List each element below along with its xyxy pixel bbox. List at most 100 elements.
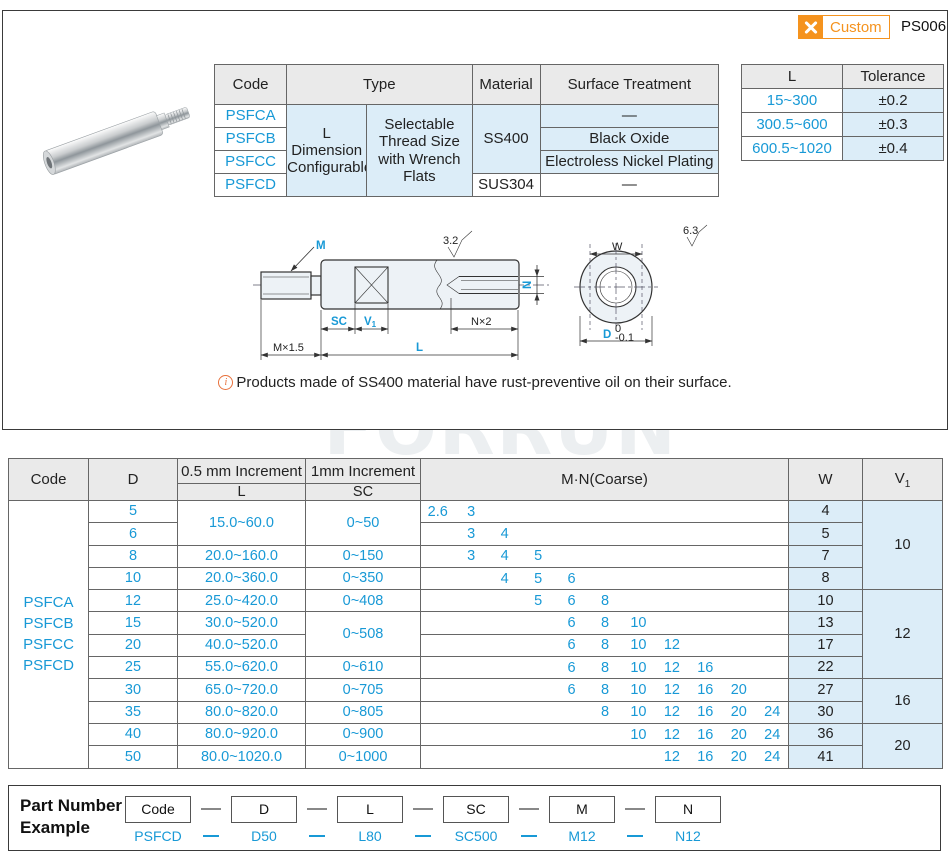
mt-header-mn: M·N(Coarse)	[420, 458, 789, 501]
mt-d: 12	[88, 589, 178, 613]
mt-sc: 0~900	[305, 722, 421, 747]
mt-l: 55.0~620.0	[177, 656, 306, 680]
mn-value: 6	[567, 681, 576, 698]
mn-value: 20	[730, 726, 747, 743]
mt-mn: 6 8 10 12 16 20	[420, 678, 789, 702]
pn-example-n: N12	[675, 828, 701, 844]
tol-range: 15~300	[741, 88, 843, 113]
mt-w: 22	[788, 656, 863, 680]
table-row: 50 80.0~1020.0 0~1000 12 16 20 24 41	[9, 745, 943, 769]
dim-label-l: L	[416, 342, 423, 354]
mt-sc: 0~350	[305, 566, 421, 591]
mt-w: 27	[788, 678, 863, 702]
pn-example-d: D50	[251, 828, 277, 844]
mt-header-w: W	[788, 458, 863, 501]
pn-example-code: PSFCD	[134, 828, 182, 844]
mt-l: 80.0~820.0	[177, 700, 306, 724]
mt-d: 40	[88, 722, 178, 747]
mt-d: 10	[88, 566, 178, 591]
mt-sc: 0~805	[305, 700, 421, 724]
mt-header-d: D	[88, 458, 178, 501]
mn-value: 20	[730, 681, 747, 698]
material-note: i Products made of SS400 material have r…	[3, 374, 947, 391]
mn-value: 24	[764, 726, 781, 743]
mn-value: 6	[567, 614, 576, 631]
spec-header-material: Material	[471, 64, 541, 105]
pn-field-d: D	[231, 795, 297, 823]
dim-label-m15: M×1.5	[273, 342, 304, 354]
mn-value: 3	[467, 503, 476, 520]
mn-value: 6	[567, 659, 576, 676]
mt-sc: 0~1000	[305, 745, 421, 769]
mt-mn: 12 16 20 24	[420, 745, 789, 769]
mt-mn: 10 12 16 20 24	[420, 722, 789, 747]
dash-separator-blue	[415, 835, 431, 837]
roughness-3-2: 3.2	[443, 235, 458, 247]
mn-value: 10	[630, 726, 647, 743]
spec-surface: Electroless Nickel Plating	[539, 150, 720, 174]
dash-separator-blue	[521, 835, 537, 837]
mt-l: 40.0~520.0	[177, 633, 306, 658]
dim-d-tol-upper: 0	[615, 323, 621, 335]
table-row: 30 65.0~720.0 0~705 6 8 10 12 16 20 27 16	[9, 678, 943, 724]
mt-d: 8	[88, 544, 178, 568]
mt-v1: 12	[862, 589, 943, 680]
part-number-grid: Code D L SC M N PSFCD D50 L80 SC500 M12 …	[125, 795, 721, 849]
tol-header-l: L	[741, 64, 843, 89]
tol-header-tolerance: Tolerance	[842, 64, 944, 89]
dash-separator	[519, 807, 539, 811]
table-row: 35 80.0~820.0 0~805 8 10 12 16 20 24 30	[9, 700, 943, 724]
technical-drawing: M 3.2 N SC V1 N×2 M×1.5 L	[253, 224, 708, 360]
custom-badge: Custom	[798, 15, 890, 39]
mn-value: 5	[534, 570, 543, 587]
mn-value: 16	[697, 748, 714, 765]
mn-value: 16	[697, 726, 714, 743]
spec-header-type: Type	[286, 64, 473, 105]
mn-value: 2.6	[427, 503, 448, 520]
custom-badge-label: Custom	[830, 18, 882, 36]
info-icon: i	[218, 375, 234, 390]
mn-value: 8	[600, 659, 610, 676]
tol-value: ±0.2	[842, 88, 944, 113]
dash-separator-blue	[627, 835, 643, 837]
mt-mn: 4 5 6	[420, 566, 789, 591]
mt-d: 15	[88, 611, 178, 635]
mn-value: 3	[467, 547, 476, 564]
mt-header-l: L	[177, 483, 306, 501]
mt-sc: 0~705	[305, 678, 421, 702]
tol-value: ±0.4	[842, 136, 944, 161]
mn-value: 8	[600, 637, 610, 654]
mt-sc: 0~508	[305, 611, 421, 658]
mt-mn: 6 8 10 12	[420, 633, 789, 658]
mt-sc: 0~610	[305, 656, 421, 680]
mt-d: 6	[88, 522, 178, 546]
roughness-6-3: 6.3	[683, 225, 698, 237]
pn-field-m: M	[549, 795, 615, 823]
mt-w: 4	[788, 499, 863, 524]
table-row: 40 80.0~920.0 0~900 10 12 16 20 24 36 20	[9, 722, 943, 769]
mt-w: 8	[788, 566, 863, 591]
spec-material-sus304: SUS304	[471, 173, 541, 197]
mt-mn: 5 6 8	[420, 589, 789, 613]
spec-code: PSFCC	[213, 150, 288, 174]
mt-d: 5	[88, 499, 178, 524]
product-photo	[42, 107, 190, 175]
mt-d: 35	[88, 700, 178, 724]
dash-separator	[625, 807, 645, 811]
pn-example-l: L80	[358, 828, 382, 844]
dim-label-v1: V1	[364, 316, 377, 329]
mn-value: 4	[500, 525, 509, 542]
dim-label-d: D	[603, 329, 611, 341]
note-text: Products made of SS400 material have rus…	[236, 374, 732, 391]
mt-l: 25.0~420.0	[177, 589, 306, 613]
mt-mn: 6 8 10 12 16	[420, 656, 789, 680]
mn-value: 20	[730, 748, 747, 765]
mn-value: 5	[534, 592, 543, 609]
mt-v1: 20	[862, 722, 943, 769]
mt-w: 30	[788, 700, 863, 724]
mt-l: 80.0~1020.0	[177, 745, 306, 769]
mn-value: 24	[764, 704, 781, 721]
spec-surface: Black Oxide	[539, 127, 720, 151]
mt-mn: 3 4 5	[420, 544, 789, 568]
